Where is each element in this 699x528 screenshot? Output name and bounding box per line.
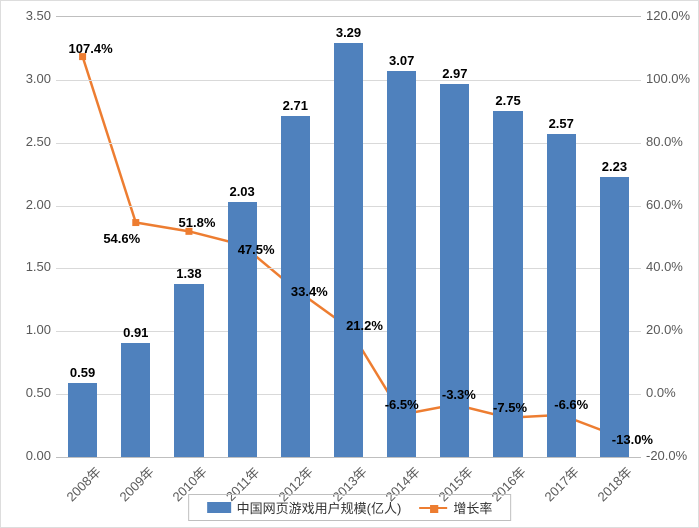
bar-value-label: 2.57 bbox=[536, 116, 586, 131]
y2-tick-label: 0.0% bbox=[646, 385, 699, 400]
y1-tick-label: 0.50 bbox=[1, 385, 51, 400]
line-value-label: -7.5% bbox=[493, 400, 527, 415]
legend-item-line: 增长率 bbox=[419, 498, 492, 517]
bar bbox=[68, 383, 97, 457]
bar-value-label: 3.07 bbox=[377, 53, 427, 68]
y1-tick-label: 3.00 bbox=[1, 71, 51, 86]
bar bbox=[600, 177, 629, 457]
y2-tick-label: 60.0% bbox=[646, 197, 699, 212]
line-value-label: 54.6% bbox=[103, 231, 140, 246]
bar-value-label: 2.03 bbox=[217, 184, 267, 199]
line-value-label: 107.4% bbox=[69, 41, 113, 56]
line-swatch-icon bbox=[419, 502, 447, 514]
line-value-label: 33.4% bbox=[291, 284, 328, 299]
bar-value-label: 0.59 bbox=[58, 365, 108, 380]
y1-tick-label: 1.00 bbox=[1, 322, 51, 337]
legend-line-label: 增长率 bbox=[453, 498, 492, 517]
y1-tick-label: 3.50 bbox=[1, 8, 51, 23]
x-tick-label: 2009年 bbox=[108, 456, 164, 512]
x-tick-label: 2018年 bbox=[586, 456, 642, 512]
x-tick-label: 2017年 bbox=[533, 456, 589, 512]
bar bbox=[334, 43, 363, 457]
bar-value-label: 0.91 bbox=[111, 325, 161, 340]
y2-tick-label: 100.0% bbox=[646, 71, 699, 86]
bar bbox=[121, 343, 150, 457]
bar-value-label: 2.75 bbox=[483, 93, 533, 108]
plot-area: 0.59 0.91 1.38 2.03 2.71 3.293.072.972.752.57… bbox=[56, 16, 641, 458]
bar-value-label: 1.38 bbox=[164, 266, 214, 281]
y2-tick-label: -20.0% bbox=[646, 448, 699, 463]
line-value-label: -6.6% bbox=[554, 397, 588, 412]
bar-swatch-icon bbox=[207, 502, 231, 513]
y1-tick-label: 0.00 bbox=[1, 448, 51, 463]
bar-value-label: 2.71 bbox=[270, 98, 320, 113]
y1-tick-label: 2.00 bbox=[1, 197, 51, 212]
y2-tick-label: 20.0% bbox=[646, 322, 699, 337]
legend-item-bars: 中国网页游戏用户规模(亿人) bbox=[207, 498, 402, 517]
bar bbox=[174, 284, 203, 457]
y2-tick-label: 80.0% bbox=[646, 134, 699, 149]
y2-tick-label: 40.0% bbox=[646, 259, 699, 274]
y1-tick-label: 1.50 bbox=[1, 259, 51, 274]
bar-value-label: 2.97 bbox=[430, 66, 480, 81]
legend-bars-label: 中国网页游戏用户规模(亿人) bbox=[237, 498, 402, 517]
line-marker bbox=[132, 219, 139, 226]
line-value-label: 47.5% bbox=[238, 242, 275, 257]
y1-tick-label: 2.50 bbox=[1, 134, 51, 149]
line-value-label: 51.8% bbox=[179, 215, 216, 230]
bar-value-label: 2.23 bbox=[589, 159, 639, 174]
line-value-label: 21.2% bbox=[346, 318, 383, 333]
y2-tick-label: 120.0% bbox=[646, 8, 699, 23]
line-value-label: -6.5% bbox=[385, 397, 419, 412]
chart-container: 0.59 0.91 1.38 2.03 2.71 3.293.072.972.752.57… bbox=[0, 0, 699, 528]
bar bbox=[228, 202, 257, 457]
line-value-label: -13.0% bbox=[612, 432, 653, 447]
bar-value-label: 3.29 bbox=[324, 25, 374, 40]
legend: 中国网页游戏用户规模(亿人) 增长率 bbox=[188, 494, 512, 521]
line-value-label: -3.3% bbox=[442, 387, 476, 402]
x-tick-label: 2008年 bbox=[55, 456, 111, 512]
